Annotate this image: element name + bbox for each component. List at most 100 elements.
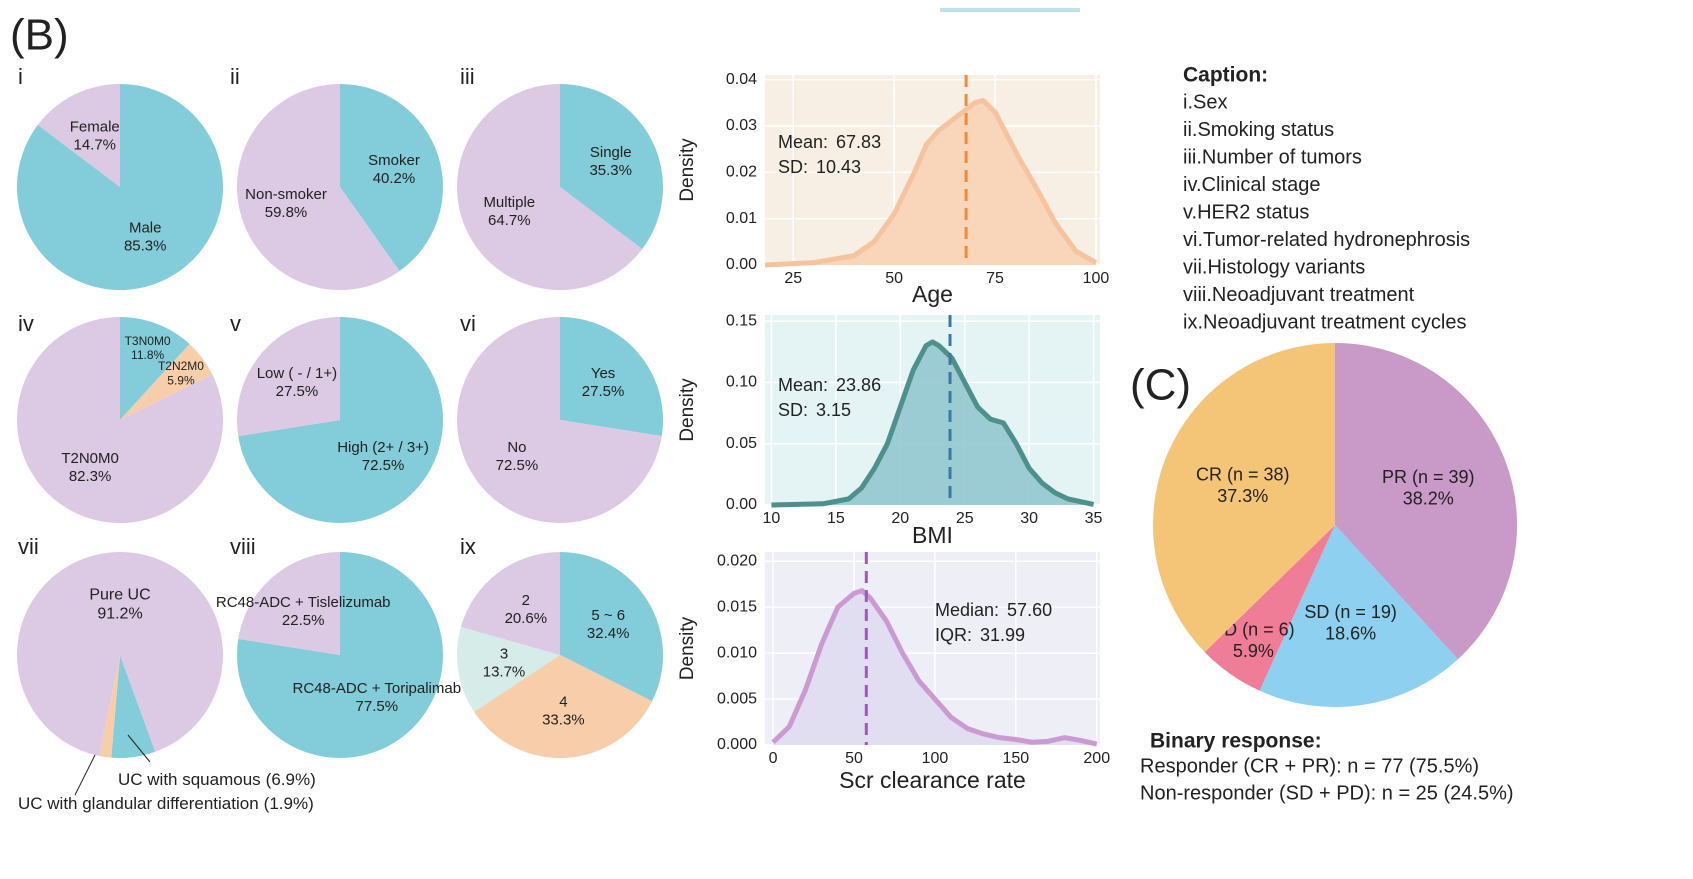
pie-slice <box>237 83 400 290</box>
slice-value: 5.9% <box>167 374 195 388</box>
pie-slice <box>99 655 120 758</box>
stat-label: IQR: 31.99 <box>935 625 1025 645</box>
slice-value: 14.7% <box>73 136 116 153</box>
y-tick-label: 0.00 <box>726 256 757 273</box>
slice-category: No <box>507 439 526 456</box>
slice-value: 82.3% <box>69 468 112 485</box>
slice-value: 20.6% <box>505 610 548 627</box>
pie-slice <box>457 317 662 523</box>
caption-item: viii.Neoadjuvant treatment <box>1183 284 1415 306</box>
slice-category: T2N2M0 <box>158 359 204 373</box>
caption-item: vii.Histology variants <box>1183 256 1365 278</box>
stat-value: 57.60 <box>1007 600 1052 620</box>
slice-label: No 72.5% <box>496 439 539 474</box>
slice-value: 72.5% <box>496 457 539 474</box>
caption-title: Caption: <box>1183 64 1268 87</box>
x-tick-label: 100 <box>922 750 949 767</box>
pie-slice <box>460 552 560 655</box>
y-tick-label: 0.01 <box>726 210 757 227</box>
panel-label: viii <box>230 534 256 559</box>
slice-label: High (2+ / 3+) 72.5% <box>337 439 429 474</box>
slice-label: RC48-ADC + Tislelizumab 22.5% <box>216 594 391 629</box>
panel-label: (C) <box>1130 361 1191 410</box>
stat-label: SD: 10.43 <box>778 157 861 177</box>
slice-value: 91.2% <box>97 606 142 623</box>
x-tick-label: 100 <box>1083 270 1110 287</box>
slice-category: T2N0M0 <box>61 450 119 467</box>
stat-label: Mean: 23.86 <box>778 375 881 395</box>
y-axis-label: Density <box>677 378 698 442</box>
panel-label: vi <box>460 311 476 336</box>
binary-line: Responder (CR + PR): n = 77 (75.5%) <box>1140 755 1479 777</box>
x-tick-label: 75 <box>986 270 1004 287</box>
slice-label: PR (n = 39) 38.2% <box>1382 467 1475 509</box>
x-axis-label: BMI <box>912 522 953 548</box>
slice-value: 32.4% <box>587 625 630 642</box>
slice-category: 5 ~ 6 <box>591 607 625 624</box>
pie-slice <box>457 626 560 712</box>
caption-item: v.HER2 status <box>1183 201 1309 223</box>
pie-slice <box>111 655 156 758</box>
density-line <box>771 588 1098 747</box>
stat-label: Median: 57.60 <box>935 600 1052 620</box>
panel-label: v <box>230 311 241 336</box>
slice-category: Multiple <box>483 194 535 211</box>
panel-label: ix <box>460 534 476 559</box>
y-tick-label: 0.02 <box>726 164 757 181</box>
pie-slice <box>340 84 443 272</box>
x-tick-label: 20 <box>891 510 909 527</box>
x-axis-label: Scr clearance rate <box>839 767 1026 793</box>
y-tick-label: 0.10 <box>726 374 757 391</box>
y-tick-label: 0.020 <box>717 552 757 569</box>
stat-label: Mean: 67.83 <box>778 132 881 152</box>
x-axis-label: Age <box>912 281 953 307</box>
caption-item: iii.Number of tumors <box>1183 146 1362 168</box>
y-tick-label: 0.00 <box>726 496 757 513</box>
stat-value: 3.15 <box>816 400 851 420</box>
stat-name: Mean: <box>778 132 828 152</box>
y-tick-label: 0.03 <box>726 117 757 134</box>
density-line <box>771 339 1095 508</box>
slice-label: 3 13.7% <box>483 646 526 681</box>
y-tick-label: 0.000 <box>717 736 757 753</box>
pie-slice <box>120 317 190 420</box>
slice-category: CR (n = 38) <box>1196 464 1290 484</box>
caption-item: ii.Smoking status <box>1183 119 1334 141</box>
slice-value: 13.7% <box>483 664 526 681</box>
panel-label: ii <box>230 64 240 89</box>
x-tick-label: 15 <box>827 510 845 527</box>
x-tick-label: 25 <box>784 270 802 287</box>
slice-category: Pure UC <box>89 587 150 604</box>
slice-category: Single <box>590 144 632 161</box>
slice-category: 2 <box>522 592 530 609</box>
slice-value: 85.3% <box>124 238 167 255</box>
slice-category: T3N0M0 <box>125 334 171 348</box>
slice-category: Male <box>129 220 162 237</box>
slice-category: Low ( - / 1+) <box>257 365 337 382</box>
slice-category: Female <box>70 118 120 135</box>
slice-category: Non-smoker <box>245 186 327 203</box>
slice-label: Smoker 40.2% <box>368 152 420 187</box>
slice-value: 72.5% <box>362 457 405 474</box>
pie-slice <box>1259 525 1458 708</box>
slice-value: 27.5% <box>276 383 319 400</box>
slice-label: Yes 27.5% <box>582 365 625 400</box>
stat-name: SD: <box>778 157 808 177</box>
slice-category: RC48-ADC + Tislelizumab <box>216 594 391 611</box>
slice-category: UC with glandular differentiation <box>18 794 259 813</box>
panel-label: iii <box>460 64 475 89</box>
density-area <box>765 100 1096 265</box>
pie-slice <box>16 551 223 756</box>
caption-item: ix.Neoadjuvant treatment cycles <box>1183 311 1466 333</box>
stat-value: 10.43 <box>816 157 861 177</box>
pie-slice <box>560 317 663 437</box>
slice-value: 5.9% <box>1233 641 1274 661</box>
slice-label: SD (n = 19) 18.6% <box>1304 602 1397 644</box>
stat-value: 67.83 <box>836 132 881 152</box>
slice-category: RC48-ADC + Toripalimab <box>293 680 462 697</box>
slice-category: High (2+ / 3+) <box>337 439 429 456</box>
slice-value: 37.3% <box>1217 486 1268 506</box>
slice-category: 3 <box>500 646 508 663</box>
slice-category: UC with squamous <box>118 770 261 789</box>
